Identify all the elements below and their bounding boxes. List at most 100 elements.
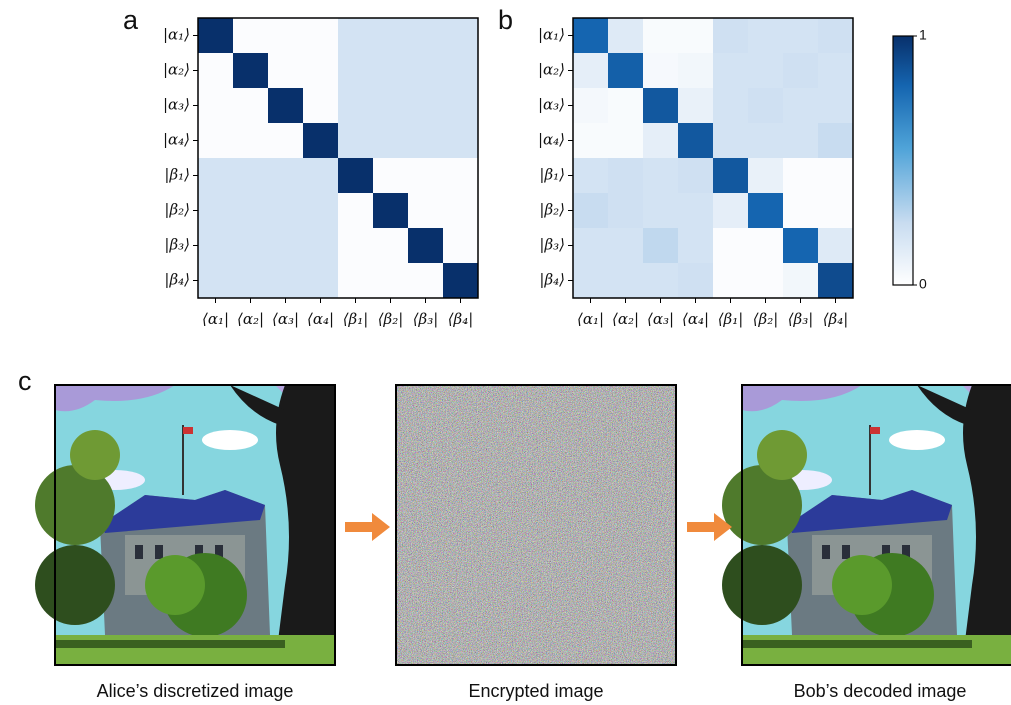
cell [268, 18, 304, 54]
cell [608, 193, 644, 229]
cell [233, 158, 269, 194]
cell [303, 263, 339, 299]
y-tick-label: |β₂⟩ [539, 201, 565, 219]
cell [303, 18, 339, 54]
y-tick-label: |β₁⟩ [539, 166, 565, 184]
y-tick-label: |β₄⟩ [539, 271, 565, 289]
x-tick-label: ⟨α₁| [577, 310, 604, 328]
cell [408, 123, 444, 159]
cell [338, 123, 374, 159]
cell [233, 53, 269, 89]
cell [783, 53, 819, 89]
cell [818, 158, 854, 194]
y-tick-label: |β₁⟩ [164, 166, 190, 184]
cell [818, 228, 854, 264]
x-tick-label: ⟨α₁| [202, 310, 229, 328]
x-tick-label: ⟨α₄| [307, 310, 334, 328]
y-tick-label: |α₁⟩ [163, 26, 190, 44]
cell [678, 53, 714, 89]
y-tick-label: |β₂⟩ [164, 201, 190, 219]
y-tick-label: |α₃⟩ [538, 96, 565, 114]
x-tick-label: ⟨β₄| [823, 310, 849, 328]
colorbar-tick-label: 1 [919, 27, 927, 43]
cell [373, 18, 409, 54]
caption: Encrypted image [468, 681, 603, 701]
cell [818, 53, 854, 89]
cell [373, 228, 409, 264]
y-tick-label: |α₁⟩ [538, 26, 565, 44]
panel-label: a [123, 5, 139, 35]
cell [443, 123, 479, 159]
cell [198, 228, 234, 264]
charts: a|α₁⟩|α₂⟩|α₃⟩|α₄⟩|β₁⟩|β₂⟩|β₃⟩|β₄⟩⟨α₁|⟨α₂… [123, 5, 927, 328]
cell [573, 53, 609, 89]
cell [408, 53, 444, 89]
y-tick-label: |α₄⟩ [538, 131, 565, 149]
cell [748, 123, 784, 159]
cell [748, 263, 784, 299]
cell [443, 53, 479, 89]
cell [373, 88, 409, 124]
cell [678, 228, 714, 264]
x-tick-label: ⟨β₃| [788, 310, 814, 328]
cell [443, 18, 479, 54]
cell [643, 228, 679, 264]
y-tick-label: |α₂⟩ [163, 61, 190, 79]
x-tick-label: ⟨β₁| [718, 310, 744, 328]
cell [748, 158, 784, 194]
cell [643, 18, 679, 54]
figure: a|α₁⟩|α₂⟩|α₃⟩|α₄⟩|β₁⟩|β₂⟩|β₃⟩|β₄⟩⟨α₁|⟨α₂… [0, 0, 1011, 705]
cell [678, 88, 714, 124]
cell [408, 158, 444, 194]
x-tick-label: ⟨β₂| [753, 310, 779, 328]
cell [643, 88, 679, 124]
cell [443, 88, 479, 124]
cell [713, 228, 749, 264]
cell [373, 193, 409, 229]
cell [443, 158, 479, 194]
cell [198, 193, 234, 229]
cell [573, 88, 609, 124]
cell [818, 193, 854, 229]
cell [338, 18, 374, 54]
cell [373, 158, 409, 194]
cell [268, 263, 304, 299]
cell [233, 228, 269, 264]
x-tick-label: ⟨β₃| [413, 310, 439, 328]
encrypted-image [396, 385, 676, 665]
cell [608, 228, 644, 264]
cell [678, 193, 714, 229]
cell [573, 123, 609, 159]
cell [783, 18, 819, 54]
cell [198, 123, 234, 159]
cell [408, 18, 444, 54]
x-tick-label: ⟨α₃| [647, 310, 674, 328]
cell [573, 158, 609, 194]
y-tick-label: |β₃⟩ [539, 236, 565, 254]
cell [713, 193, 749, 229]
cell [783, 158, 819, 194]
cell [748, 193, 784, 229]
cell [373, 53, 409, 89]
cell [643, 53, 679, 89]
cell [748, 88, 784, 124]
cell [268, 158, 304, 194]
y-tick-label: |β₃⟩ [164, 236, 190, 254]
cell [443, 263, 479, 299]
cell [573, 263, 609, 299]
cell [443, 193, 479, 229]
cell [303, 88, 339, 124]
caption: Alice’s discretized image [97, 681, 294, 701]
cell [818, 263, 854, 299]
cell [268, 123, 304, 159]
cell [643, 263, 679, 299]
y-tick-label: |β₄⟩ [164, 271, 190, 289]
cell [748, 18, 784, 54]
cell [338, 88, 374, 124]
cell [608, 18, 644, 54]
cell [678, 18, 714, 54]
cell [678, 123, 714, 159]
x-tick-label: ⟨α₃| [272, 310, 299, 328]
cell [608, 53, 644, 89]
cell [408, 228, 444, 264]
